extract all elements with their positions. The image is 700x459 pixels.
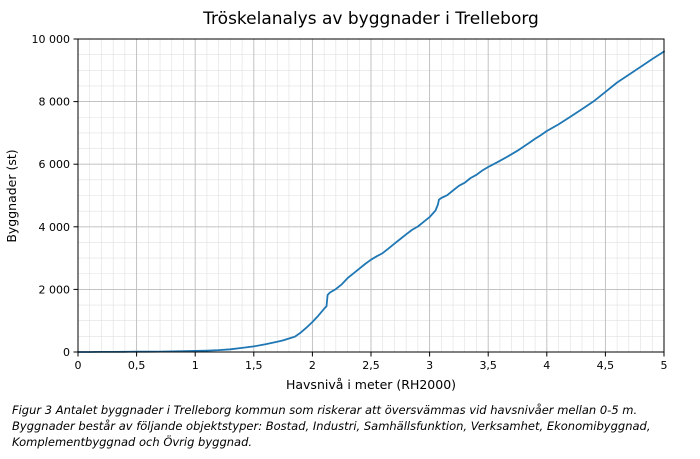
y-tick-label: 8 000 bbox=[39, 96, 71, 109]
x-tick-label: 3,5 bbox=[479, 359, 497, 372]
data-series-line bbox=[77, 50, 665, 353]
y-tick-label: 10 000 bbox=[32, 33, 71, 46]
x-tick-label: 2,5 bbox=[362, 359, 380, 372]
y-axis-label: Byggnader (st) bbox=[4, 149, 19, 242]
x-tick-label: 0 bbox=[75, 359, 82, 372]
x-tick-label: 4 bbox=[543, 359, 550, 372]
x-tick-label: 1,5 bbox=[245, 359, 263, 372]
x-tick-label: 4,5 bbox=[597, 359, 615, 372]
figure-caption: Figur 3 Antalet byggnader i Trelleborg k… bbox=[12, 403, 651, 449]
x-axis-label: Havsnivå i meter (RH2000) bbox=[286, 377, 456, 392]
y-tick-label: 2 000 bbox=[39, 283, 71, 296]
chart-title: Tröskelanalys av byggnader i Trelleborg bbox=[202, 9, 539, 29]
x-tick-label: 2 bbox=[309, 359, 316, 372]
line-chart: Tröskelanalys av byggnader i Trelleborg … bbox=[4, 9, 668, 392]
y-tick-label: 0 bbox=[63, 346, 70, 359]
x-tick-label: 1 bbox=[192, 359, 199, 372]
y-tick-label: 6 000 bbox=[39, 158, 71, 171]
x-tick-label: 0,5 bbox=[128, 359, 146, 372]
x-tick-label: 3 bbox=[426, 359, 433, 372]
y-tick-label: 4 000 bbox=[39, 221, 71, 234]
x-tick-label: 5 bbox=[661, 359, 668, 372]
